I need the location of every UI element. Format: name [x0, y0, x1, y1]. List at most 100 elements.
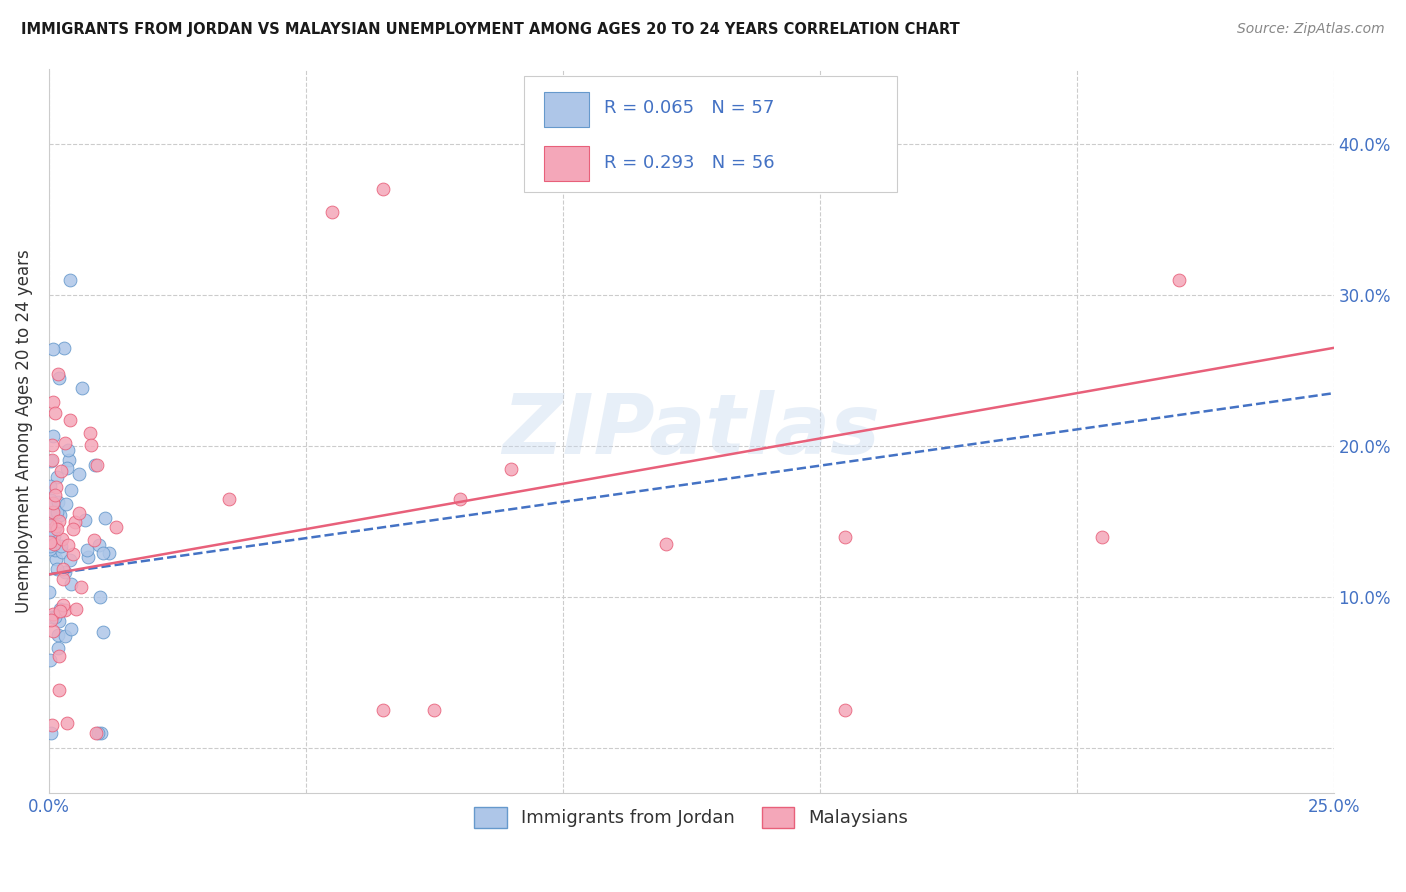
- Point: [38, 514, 60, 528]
- Point: [218, 491, 240, 506]
- Point: [73, 513, 96, 527]
- Point: [44, 610, 66, 624]
- Point: [44, 488, 66, 502]
- Y-axis label: Unemployment Among Ages 20 to 24 years: Unemployment Among Ages 20 to 24 years: [15, 249, 32, 613]
- Point: [59, 622, 82, 636]
- Point: [42, 537, 65, 551]
- Point: [49, 601, 72, 615]
- Point: [41, 429, 63, 443]
- Point: [77, 549, 100, 564]
- Point: [46, 495, 69, 509]
- Point: [56, 461, 79, 475]
- Point: [44, 529, 66, 543]
- Point: [51, 545, 73, 559]
- Text: ZIPatlas: ZIPatlas: [502, 391, 880, 472]
- Point: [49, 539, 72, 553]
- Point: [89, 590, 111, 604]
- Point: [62, 547, 84, 561]
- Legend: Immigrants from Jordan, Malaysians: Immigrants from Jordan, Malaysians: [467, 800, 915, 835]
- Point: [48, 648, 70, 663]
- Point: [76, 542, 98, 557]
- Point: [46, 367, 69, 381]
- FancyBboxPatch shape: [524, 76, 897, 192]
- Point: [84, 726, 107, 740]
- Point: [44, 543, 66, 558]
- Point: [1168, 273, 1191, 287]
- Point: [38, 479, 60, 493]
- Point: [39, 517, 62, 532]
- Point: [39, 492, 62, 507]
- Point: [42, 524, 65, 538]
- Point: [59, 413, 82, 427]
- Point: [38, 534, 60, 549]
- Point: [72, 381, 94, 395]
- Point: [41, 342, 63, 356]
- Point: [449, 491, 471, 506]
- Point: [41, 452, 63, 467]
- Point: [60, 577, 83, 591]
- Point: [39, 613, 62, 627]
- Point: [42, 505, 65, 519]
- Point: [104, 520, 127, 534]
- Point: [86, 726, 108, 740]
- Point: [51, 562, 73, 576]
- Point: [41, 718, 63, 732]
- Point: [41, 624, 63, 639]
- Point: [38, 507, 60, 521]
- Text: R = 0.065   N = 57: R = 0.065 N = 57: [605, 99, 775, 118]
- Point: [58, 538, 80, 552]
- Point: [39, 454, 62, 468]
- Point: [834, 703, 856, 717]
- Point: [48, 515, 70, 529]
- Point: [423, 703, 446, 717]
- Point: [80, 438, 103, 452]
- Point: [38, 653, 60, 667]
- Point: [91, 546, 114, 560]
- Text: IMMIGRANTS FROM JORDAN VS MALAYSIAN UNEMPLOYMENT AMONG AGES 20 TO 24 YEARS CORRE: IMMIGRANTS FROM JORDAN VS MALAYSIAN UNEM…: [21, 22, 960, 37]
- Point: [321, 205, 343, 219]
- Point: [48, 614, 70, 628]
- Point: [65, 602, 87, 616]
- Point: [53, 436, 76, 450]
- Point: [654, 537, 676, 551]
- Point: [41, 610, 63, 624]
- Point: [45, 480, 67, 494]
- Point: [41, 496, 63, 510]
- Point: [97, 546, 120, 560]
- Point: [39, 524, 62, 538]
- Point: [46, 628, 69, 642]
- Bar: [544, 146, 589, 181]
- Point: [56, 716, 79, 731]
- Point: [79, 425, 101, 440]
- Point: [58, 453, 80, 467]
- Text: Source: ZipAtlas.com: Source: ZipAtlas.com: [1237, 22, 1385, 37]
- Point: [49, 604, 72, 618]
- Point: [70, 581, 93, 595]
- Point: [501, 461, 523, 475]
- Point: [94, 511, 117, 525]
- Point: [48, 371, 70, 385]
- Point: [90, 726, 112, 740]
- Point: [38, 541, 60, 556]
- Point: [51, 533, 73, 547]
- Point: [83, 458, 105, 472]
- Point: [86, 458, 108, 472]
- Bar: [544, 92, 589, 127]
- Point: [67, 506, 90, 520]
- Point: [53, 629, 76, 643]
- Point: [49, 464, 72, 478]
- Point: [371, 182, 394, 196]
- Point: [46, 562, 69, 576]
- Point: [44, 406, 66, 420]
- Point: [67, 467, 90, 482]
- Point: [83, 533, 105, 548]
- Point: [46, 470, 69, 484]
- Point: [52, 599, 75, 613]
- Point: [59, 483, 82, 497]
- Point: [371, 703, 394, 717]
- Point: [46, 641, 69, 656]
- Point: [62, 522, 84, 536]
- Point: [834, 530, 856, 544]
- Point: [45, 551, 67, 566]
- Point: [55, 497, 77, 511]
